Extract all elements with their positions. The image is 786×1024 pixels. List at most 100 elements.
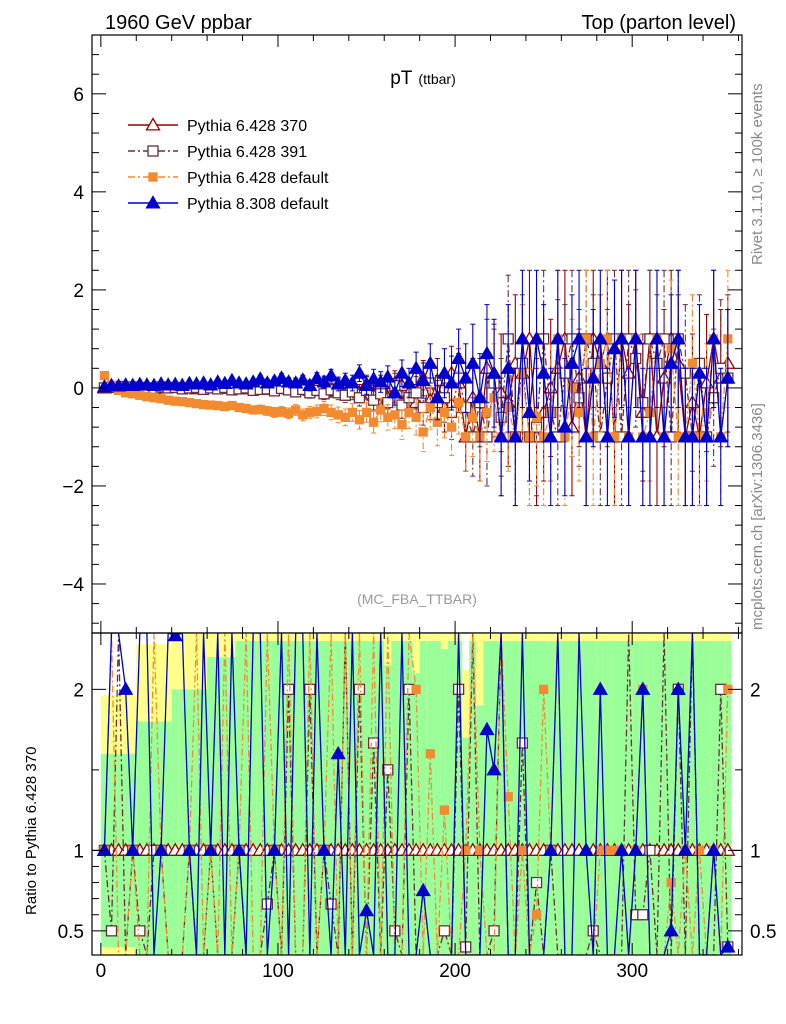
data-point <box>613 331 630 345</box>
ratio-band-inner <box>717 641 725 955</box>
ratio-point <box>592 681 608 695</box>
ratio-point <box>282 683 295 695</box>
data-point <box>514 331 531 345</box>
ratio-band-inner <box>490 641 498 955</box>
ratio-band-inner <box>575 641 583 955</box>
data-point <box>465 355 481 369</box>
data-point <box>691 365 708 379</box>
ratio-point <box>516 737 529 749</box>
x-tick-label: 300 <box>616 961 648 982</box>
ratio-point <box>677 842 693 856</box>
ratio-band-inner <box>320 641 328 955</box>
ratio-band-inner <box>639 641 647 955</box>
data-point <box>380 369 396 383</box>
data-point <box>446 422 457 432</box>
ratio-band-inner <box>370 641 378 955</box>
data-point <box>684 429 701 443</box>
main-panel: −4 −2 0 2 4 6 pT (ttbar) (MC_FBA_TTBAR) Pythia… <box>62 34 743 634</box>
data-point <box>507 429 523 443</box>
ratio-band-inner <box>285 641 293 955</box>
data-point <box>698 429 715 443</box>
ratio-point <box>644 844 656 856</box>
data-point <box>670 331 686 345</box>
data-point <box>621 429 637 443</box>
data-point <box>404 407 414 418</box>
legend-marker <box>145 117 161 131</box>
ratio-point <box>438 925 451 937</box>
legend-item: Pythia 6.428 default <box>128 170 329 187</box>
ratio-band-inner <box>270 641 278 955</box>
ratio-point <box>479 721 495 736</box>
data-point <box>273 370 290 384</box>
ratio-ylabel: Ratio to Pythia 6.428 370 <box>23 747 40 915</box>
ratio-point <box>486 762 502 776</box>
ratio-band-inner <box>362 641 371 955</box>
plot-title: pT (ttbar) <box>390 68 456 89</box>
data-point <box>578 429 594 443</box>
ratio-point <box>316 842 332 856</box>
series-4-ratio-line <box>103 633 729 955</box>
data-point <box>642 429 658 443</box>
data-point <box>628 331 644 345</box>
data-point <box>536 365 552 379</box>
y-tick-label: 6 <box>73 85 84 106</box>
ratio-point <box>231 842 247 856</box>
ratio-point <box>261 898 273 910</box>
ratio-band-inner <box>724 641 732 955</box>
ratio-band-inner <box>533 641 541 955</box>
ratio-band-inner <box>334 641 342 955</box>
analysis-watermark: (MC_FBA_TTBAR) <box>357 591 477 607</box>
ratio-band-inner <box>327 641 335 955</box>
ratio-band-inner <box>660 641 668 955</box>
ratio-band-inner <box>192 689 201 955</box>
ratio-axes: 0 100 200 300 0.5 1 2 0.5 1 2 <box>58 633 776 982</box>
ratio-point <box>475 845 485 855</box>
ratio-band-inner <box>185 689 193 955</box>
y-tick-label: 1 <box>73 841 84 862</box>
data-point <box>410 387 422 399</box>
data-point <box>351 365 368 379</box>
ratio-band-inner <box>582 641 590 955</box>
legend-marker <box>145 195 161 209</box>
ratio-band-inner <box>511 641 519 955</box>
ratio-band-inner <box>603 641 611 955</box>
data-point <box>429 389 445 404</box>
ratio-band-inner <box>476 705 484 955</box>
ratio-band-inner <box>632 641 640 955</box>
legend-marker <box>148 172 158 182</box>
ratio-band-inner <box>171 689 179 955</box>
data-point <box>543 429 559 443</box>
ratio-band-inner <box>256 641 264 955</box>
ratio-band-inner <box>398 641 406 955</box>
ratio-band-inner <box>667 641 675 955</box>
data-point <box>354 415 365 425</box>
ratio-point <box>181 842 198 856</box>
ratio-point <box>425 749 435 759</box>
data-point <box>415 372 431 387</box>
ratio-band-inner <box>200 689 208 955</box>
ratio-band-inner <box>348 641 356 955</box>
ratio-band-inner <box>299 641 307 955</box>
mcplots-label: mcplots.cern.ch [arXiv:1306.3436] <box>749 403 766 630</box>
ratio-band-inner <box>355 641 363 955</box>
ratio-band-inner <box>164 721 172 955</box>
data-point <box>376 405 386 415</box>
data-point <box>361 407 372 418</box>
data-point <box>592 331 608 345</box>
ratio-band-inner <box>497 641 505 955</box>
ratio-point <box>330 745 346 760</box>
data-point <box>458 370 474 384</box>
data-point <box>425 402 435 413</box>
legend-item: Pythia 6.428 370 <box>128 117 307 135</box>
y-tick-label: −4 <box>62 575 84 596</box>
data-point <box>309 370 325 384</box>
y-tick-label: 0 <box>73 379 84 400</box>
data-point <box>720 370 736 384</box>
ratio-point <box>666 877 676 888</box>
legend-marker <box>147 145 159 157</box>
ratio-band-inner <box>419 641 427 955</box>
ratio-band-inner <box>377 641 385 955</box>
plot-title-suffix: (ttbar) <box>418 71 455 87</box>
ratio-band-inner <box>136 721 144 955</box>
